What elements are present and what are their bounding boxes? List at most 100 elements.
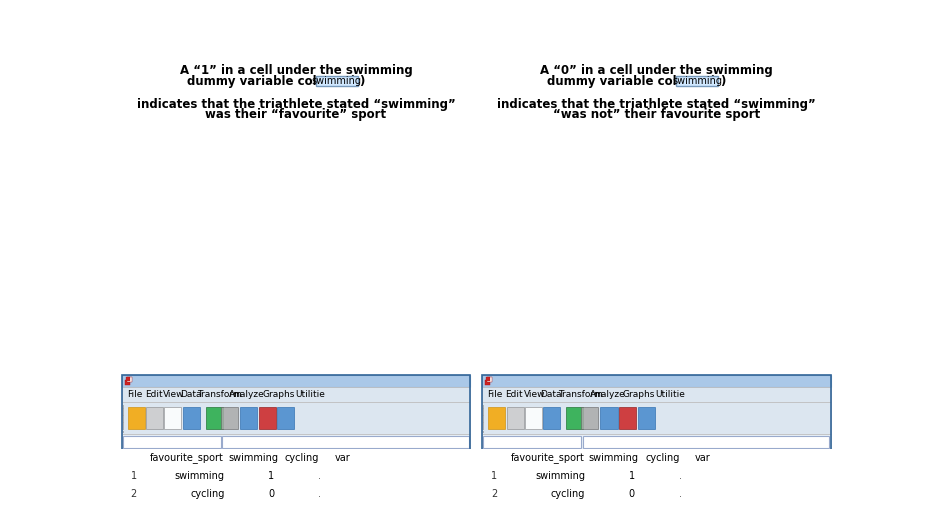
Bar (676, 76, 717, 86)
Text: 0: 0 (268, 489, 274, 499)
Bar (638, 485, 686, 503)
Text: swimming: swimming (588, 453, 638, 463)
Bar (506, 449, 588, 467)
Bar (686, 503, 718, 505)
Text: swimming: swimming (672, 76, 721, 86)
Bar (122, 375, 470, 387)
Bar (581, 407, 598, 429)
Bar (326, 467, 358, 485)
Text: A “1” in a cell under the swimming: A “1” in a cell under the swimming (179, 64, 412, 77)
Bar (506, 407, 523, 429)
Bar (588, 503, 638, 505)
Bar (506, 485, 588, 503)
Bar (122, 434, 470, 449)
Bar (506, 485, 638, 503)
Text: 2: 2 (490, 489, 496, 499)
Bar (588, 449, 638, 467)
Text: 1: 1 (268, 471, 274, 481)
Text: .: . (678, 489, 681, 499)
Bar (127, 377, 132, 382)
Bar (122, 485, 146, 503)
Text: Utilitie: Utilitie (295, 390, 325, 399)
Bar (588, 485, 638, 503)
Text: dummy variable column (: dummy variable column ( (187, 75, 354, 88)
Bar (122, 503, 146, 505)
Bar (487, 377, 492, 382)
Text: ): ) (359, 75, 365, 88)
Bar (277, 467, 326, 485)
Bar (277, 485, 326, 503)
Bar (122, 467, 146, 485)
Bar (221, 407, 238, 429)
Bar (638, 467, 686, 485)
Bar (482, 467, 506, 485)
Bar (228, 503, 277, 505)
Text: cycling: cycling (285, 453, 319, 463)
Text: was their “favourite” sport: was their “favourite” sport (205, 109, 386, 121)
Bar (326, 485, 358, 503)
Text: .: . (678, 471, 681, 481)
Bar (637, 407, 654, 429)
Bar (146, 503, 228, 505)
Bar (122, 401, 470, 434)
Bar (482, 434, 830, 449)
Text: swimming: swimming (312, 76, 361, 86)
Bar (566, 407, 583, 429)
Text: Graphs: Graphs (263, 390, 295, 399)
Text: View: View (163, 390, 185, 399)
Text: var: var (334, 453, 350, 463)
Bar (482, 449, 506, 467)
Bar (506, 503, 588, 505)
Bar (506, 503, 638, 505)
Bar (326, 449, 358, 467)
Bar (228, 467, 277, 485)
Text: cycling: cycling (645, 453, 679, 463)
Bar (358, 503, 470, 505)
Bar (485, 377, 490, 381)
Text: 1: 1 (490, 471, 496, 481)
Text: Data: Data (179, 390, 201, 399)
Bar (718, 449, 830, 467)
Text: indicates that the triathlete stated “swimming”: indicates that the triathlete stated “sw… (496, 97, 815, 111)
Bar (146, 467, 277, 485)
Text: 1: 1 (130, 471, 136, 481)
Text: Transform: Transform (198, 390, 242, 399)
Text: View: View (523, 390, 545, 399)
Bar (326, 503, 358, 505)
Bar (277, 449, 326, 467)
Text: swimming: swimming (228, 453, 278, 463)
Bar (164, 407, 181, 429)
Bar (122, 449, 146, 467)
Bar (277, 407, 294, 429)
Text: Edit: Edit (145, 390, 162, 399)
Bar (582, 436, 828, 448)
Bar (222, 436, 469, 448)
Bar (718, 467, 830, 485)
Text: var: var (694, 453, 710, 463)
Bar (487, 407, 505, 429)
Bar (358, 485, 470, 503)
Bar (228, 449, 277, 467)
Bar (482, 503, 506, 505)
Bar (718, 503, 830, 505)
Bar (588, 467, 638, 485)
Text: 1: 1 (628, 471, 634, 481)
Bar (316, 76, 357, 86)
Bar (122, 387, 470, 401)
Bar (524, 407, 541, 429)
Text: .: . (318, 489, 321, 499)
Bar (686, 485, 718, 503)
Text: .: . (318, 471, 321, 481)
Text: Graphs: Graphs (623, 390, 654, 399)
Text: “was not” their favourite sport: “was not” their favourite sport (552, 109, 759, 121)
Text: favourite_sport: favourite_sport (509, 452, 584, 464)
Text: Utilitie: Utilitie (655, 390, 685, 399)
Bar (483, 436, 581, 448)
Bar (125, 377, 130, 381)
Bar (124, 380, 130, 385)
Bar (277, 503, 326, 505)
Text: indicates that the triathlete stated “swimming”: indicates that the triathlete stated “sw… (136, 97, 455, 111)
Bar (686, 467, 718, 485)
Bar (122, 375, 470, 505)
Text: Analyze: Analyze (589, 390, 625, 399)
